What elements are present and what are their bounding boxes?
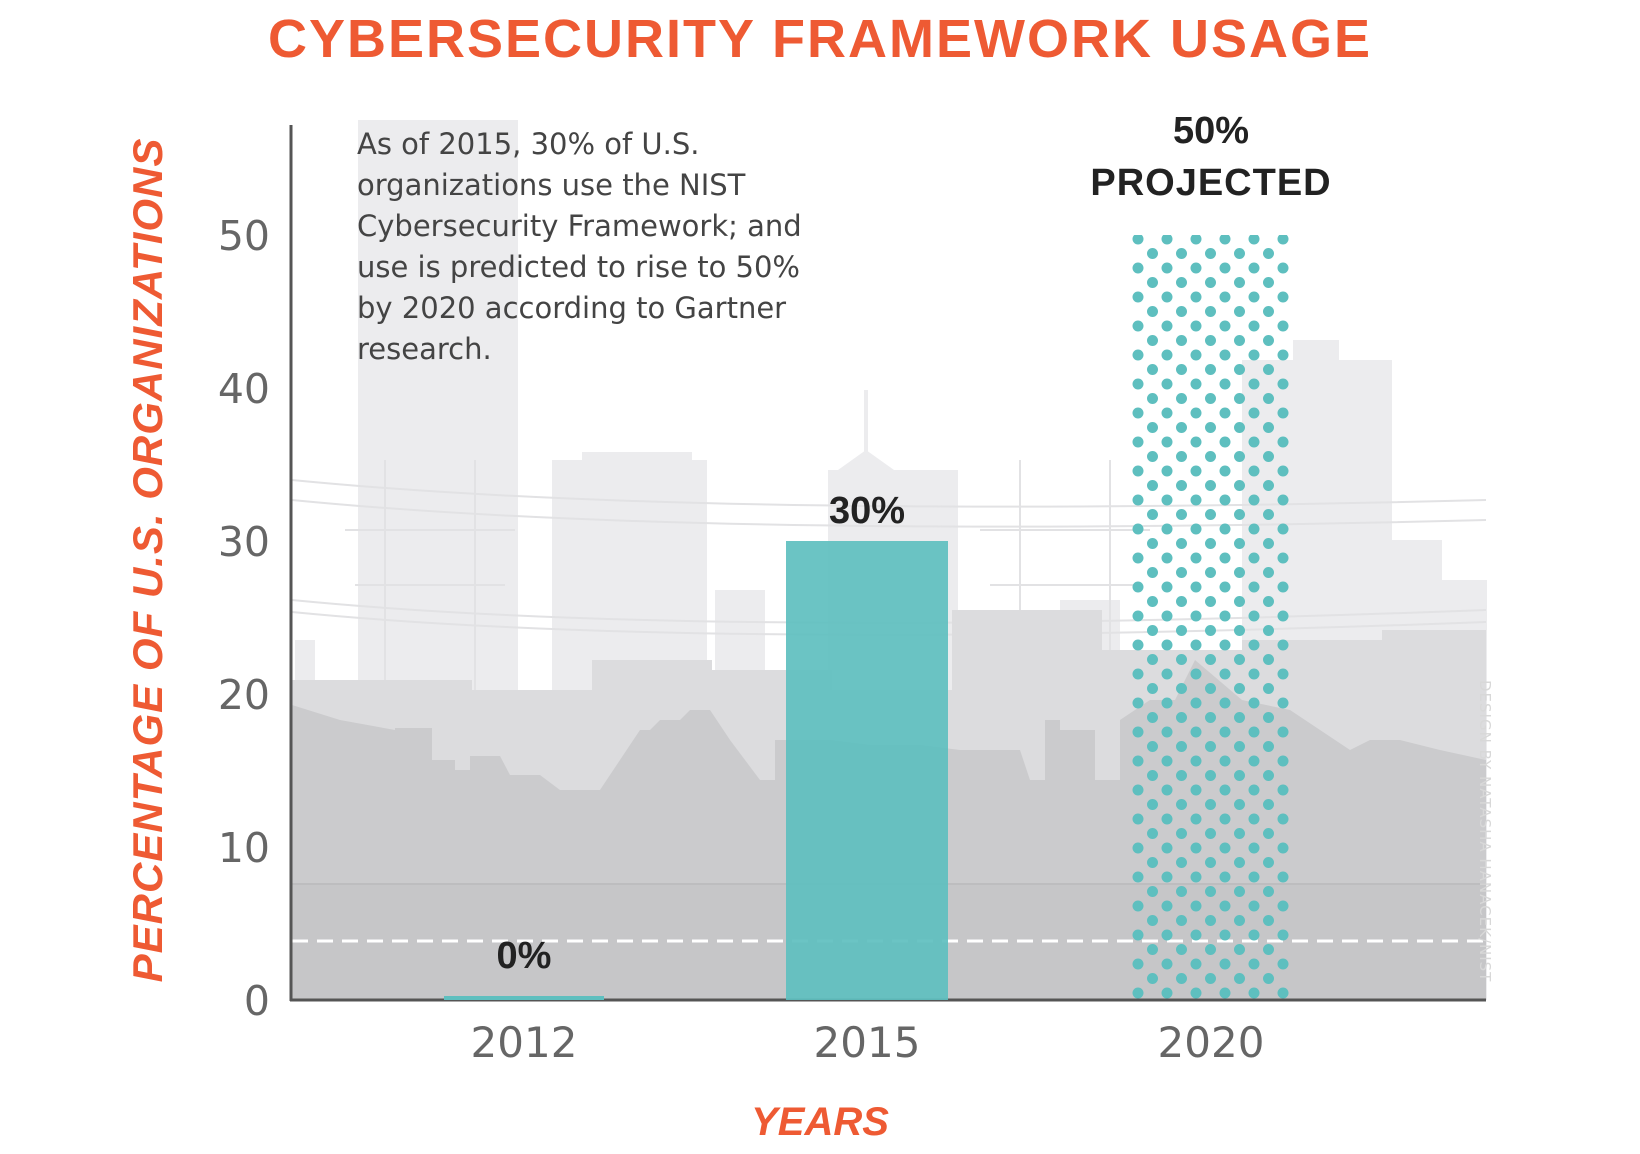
bars bbox=[444, 235, 1292, 1000]
design-credit: DESIGN BY NATASHA HANACEK/NIST bbox=[1476, 680, 1494, 983]
data-label-2020: 50% bbox=[1173, 110, 1249, 152]
x-tick-label-2012: 2012 bbox=[471, 1018, 578, 1067]
y-tick-label-10: 10 bbox=[218, 824, 270, 872]
y-tick-label-50: 50 bbox=[218, 212, 270, 260]
x-tick-labels: 2012 2015 2020 bbox=[471, 1018, 1265, 1067]
projected-label-2020: PROJECTED bbox=[1090, 162, 1331, 204]
y-tick-label-40: 40 bbox=[218, 365, 270, 413]
y-tick-label-20: 20 bbox=[218, 671, 270, 719]
x-tick-label-2020: 2020 bbox=[1158, 1018, 1265, 1067]
bar-2012 bbox=[444, 996, 604, 1000]
bar-2015 bbox=[786, 541, 948, 1000]
annotation-text: As of 2015, 30% of U.S. organizations us… bbox=[357, 127, 802, 366]
y-tick-label-30: 30 bbox=[218, 518, 270, 566]
x-axis-label: YEARS bbox=[751, 1100, 889, 1144]
bar-2020 bbox=[1130, 235, 1292, 1000]
y-tick-label-0: 0 bbox=[244, 977, 270, 1025]
y-tick-labels: 0 10 20 30 40 50 bbox=[218, 212, 270, 1025]
chart-title: CYBERSECURITY FRAMEWORK USAGE bbox=[267, 9, 1373, 69]
data-label-2015: 30% bbox=[829, 490, 905, 532]
data-labels: 0% 30% 50% PROJECTED bbox=[497, 110, 1331, 977]
x-tick-label-2015: 2015 bbox=[814, 1018, 921, 1067]
data-label-2012: 0% bbox=[497, 935, 552, 977]
